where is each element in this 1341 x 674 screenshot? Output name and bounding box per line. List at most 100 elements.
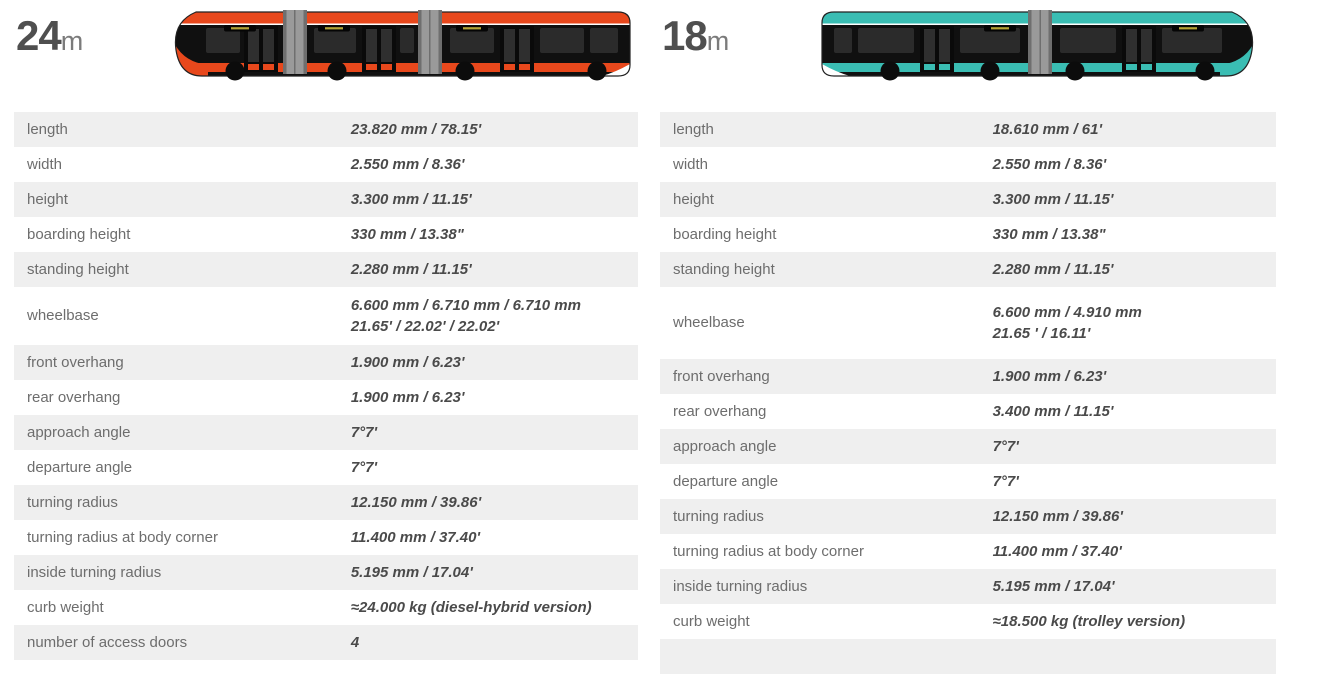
wheel bbox=[1065, 61, 1085, 81]
spec-label: turning radius at body corner bbox=[27, 528, 218, 546]
wheel bbox=[1195, 61, 1215, 81]
articulated-tram-3-sections-icon bbox=[174, 10, 631, 81]
spec-label: turning radius bbox=[27, 493, 118, 511]
spec-label: length bbox=[673, 120, 714, 138]
spec-row: wheelbase 6.600 mm / 6.710 mm / 6.710 mm… bbox=[14, 287, 638, 345]
spec-row: approach angle 7°7' bbox=[660, 429, 1276, 464]
spec-label: width bbox=[673, 155, 709, 173]
spec-row: curb weight ≈24.000 kg (diesel-hybrid ve… bbox=[14, 590, 638, 625]
spec-value: 1.900 mm / 6.23' bbox=[350, 389, 465, 406]
spec-label: approach angle bbox=[27, 423, 131, 441]
wheels bbox=[880, 61, 1215, 81]
wheel bbox=[327, 61, 347, 81]
vehicle-column-18m: 18m bbox=[660, 0, 1276, 674]
wheels bbox=[225, 61, 607, 81]
spec-label: height bbox=[27, 190, 68, 208]
destination-sign bbox=[224, 25, 256, 32]
spec-row: width 2.550 mm / 8.36' bbox=[14, 147, 638, 182]
spec-row: approach angle 7°7' bbox=[14, 415, 638, 450]
spec-row: length 23.820 mm / 78.15' bbox=[14, 112, 638, 147]
door bbox=[500, 26, 534, 72]
spec-row: front overhang 1.900 mm / 6.23' bbox=[660, 359, 1276, 394]
spec-row: height 3.300 mm / 11.15' bbox=[660, 182, 1276, 217]
spec-label: number of access doors bbox=[27, 633, 188, 651]
spec-value: 3.300 mm / 11.15' bbox=[992, 191, 1114, 208]
column-header-24m: 24m bbox=[14, 0, 638, 112]
spec-row: turning radius at body corner 11.400 mm … bbox=[660, 534, 1276, 569]
spec-row: boarding height 330 mm / 13.38" bbox=[660, 217, 1276, 252]
spec-label: standing height bbox=[673, 260, 775, 278]
wheel bbox=[225, 61, 245, 81]
destination-sign bbox=[1172, 25, 1204, 32]
wheel bbox=[980, 61, 1000, 81]
spec-value: 11.400 mm / 37.40' bbox=[350, 529, 481, 546]
spec-value: 7°7' bbox=[350, 459, 378, 476]
spec-row: inside turning radius 5.195 mm / 17.04' bbox=[14, 555, 638, 590]
side-windows bbox=[206, 28, 618, 53]
spec-value: 6.600 mm / 6.710 mm / 6.710 mm 21.65' / … bbox=[350, 297, 581, 335]
spec-value: 4 bbox=[350, 634, 360, 651]
spec-label: boarding height bbox=[27, 225, 131, 243]
spec-label: turning radius bbox=[673, 507, 764, 525]
vehicle-column-24m: 24m bbox=[14, 0, 638, 674]
spec-label: departure angle bbox=[673, 472, 779, 490]
length-heading-24m: 24m bbox=[16, 12, 83, 60]
door bbox=[920, 26, 954, 72]
spec-label: width bbox=[27, 155, 63, 173]
spec-value: 18.610 mm / 61' bbox=[992, 121, 1103, 138]
spec-row: inside turning radius 5.195 mm / 17.04' bbox=[660, 569, 1276, 604]
spec-value: 330 mm / 13.38" bbox=[350, 226, 464, 243]
spec-row: rear overhang 3.400 mm / 11.15' bbox=[660, 394, 1276, 429]
destination-sign bbox=[456, 25, 488, 32]
spec-row: turning radius 12.150 mm / 39.86' bbox=[14, 485, 638, 520]
spec-label: approach angle bbox=[673, 437, 777, 455]
side-windows bbox=[834, 28, 1222, 53]
spec-label: curb weight bbox=[673, 612, 750, 630]
vehicle-illustration-18m bbox=[820, 6, 1260, 91]
roof-band bbox=[175, 12, 631, 24]
articulation-bellows bbox=[283, 10, 307, 74]
spec-value: 5.195 mm / 17.04' bbox=[350, 564, 473, 581]
spec-row: height 3.300 mm / 11.15' bbox=[14, 182, 638, 217]
spec-value: 6.600 mm / 4.910 mm 21.65 ' / 16.11' bbox=[992, 304, 1142, 342]
spec-row: length 18.610 mm / 61' bbox=[660, 112, 1276, 147]
spec-value: 2.280 mm / 11.15' bbox=[350, 261, 472, 278]
spec-row: front overhang 1.900 mm / 6.23' bbox=[14, 345, 638, 380]
spec-label: length bbox=[27, 120, 68, 138]
destination-sign bbox=[984, 25, 1016, 32]
spec-label: curb weight bbox=[27, 598, 104, 616]
door bbox=[1122, 26, 1156, 72]
spec-value: 12.150 mm / 39.86' bbox=[992, 508, 1123, 525]
rear-skirt-curve bbox=[822, 64, 850, 76]
wheel bbox=[587, 61, 607, 81]
spec-value: 1.900 mm / 6.23' bbox=[350, 354, 465, 371]
spec-table-18m: length 18.610 mm / 61' width 2.550 mm / … bbox=[660, 112, 1276, 674]
spec-value: 23.820 mm / 78.15' bbox=[350, 121, 482, 138]
spec-row: width 2.550 mm / 8.36' bbox=[660, 147, 1276, 182]
spec-row bbox=[660, 639, 1276, 674]
spec-label: standing height bbox=[27, 260, 129, 278]
spec-label: rear overhang bbox=[673, 402, 767, 420]
spec-value: 1.900 mm / 6.23' bbox=[992, 368, 1107, 385]
spec-value: 2.550 mm / 8.36' bbox=[992, 156, 1107, 173]
length-unit: m bbox=[706, 26, 730, 56]
spec-value: 2.550 mm / 8.36' bbox=[350, 156, 465, 173]
spec-value: 7°7' bbox=[992, 438, 1019, 455]
spec-label: front overhang bbox=[27, 353, 124, 371]
length-heading-18m: 18m bbox=[662, 12, 729, 60]
spec-label: inside turning radius bbox=[27, 563, 162, 581]
spec-row: curb weight ≈18.500 kg (trolley version) bbox=[660, 604, 1276, 639]
skirt-band bbox=[175, 63, 631, 72]
articulated-tram-2-sections-icon bbox=[821, 10, 1254, 81]
length-unit: m bbox=[60, 26, 84, 56]
spec-row: departure angle 7°7' bbox=[660, 464, 1276, 499]
spec-value: 11.400 mm / 37.40' bbox=[992, 543, 1122, 560]
spec-value: 12.150 mm / 39.86' bbox=[350, 494, 482, 511]
spec-value: ≈24.000 kg (diesel-hybrid version) bbox=[350, 599, 592, 616]
spec-value: 3.400 mm / 11.15' bbox=[992, 403, 1114, 420]
spec-row: turning radius 12.150 mm / 39.86' bbox=[660, 499, 1276, 534]
spec-value: 3.300 mm / 11.15' bbox=[350, 191, 472, 208]
spec-table-24m: length 23.820 mm / 78.15' width 2.550 mm… bbox=[14, 112, 638, 660]
door bbox=[244, 26, 278, 72]
